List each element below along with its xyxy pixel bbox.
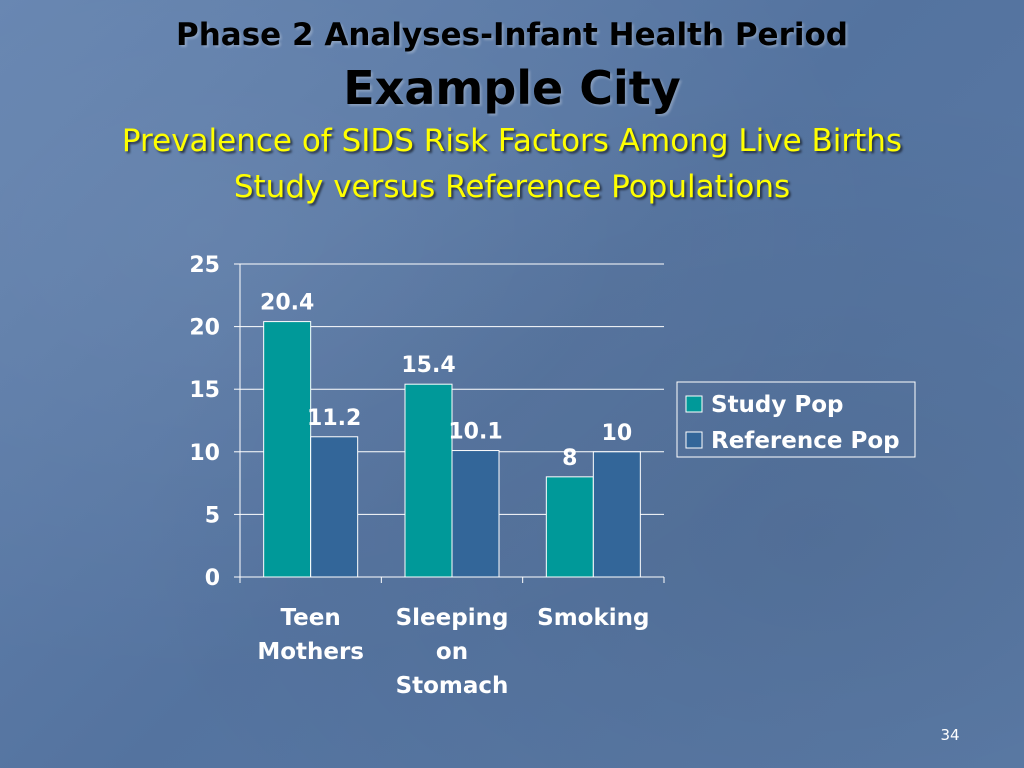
bar xyxy=(545,476,594,578)
x-tick-label: Teen xyxy=(281,605,341,631)
bar xyxy=(592,451,641,578)
bar xyxy=(310,436,359,578)
legend-label: Study Pop xyxy=(711,392,844,418)
data-label: 11.2 xyxy=(307,406,361,431)
data-label: 10.1 xyxy=(448,420,502,445)
y-tick-label: 20 xyxy=(189,316,220,341)
legend-box xyxy=(676,381,916,458)
bar xyxy=(263,321,312,578)
data-label: 15.4 xyxy=(401,353,455,378)
bar xyxy=(451,450,500,578)
legend-label: Reference Pop xyxy=(711,428,900,454)
slide-city-title: Example City xyxy=(343,61,681,115)
y-tick-label: 15 xyxy=(189,378,220,403)
x-tick-label: Sleeping xyxy=(396,605,509,631)
page-number: 34 xyxy=(940,726,960,744)
slide-title: Phase 2 Analyses-Infant Health Period xyxy=(176,17,848,53)
y-tick-label: 25 xyxy=(189,253,220,278)
data-label: 10 xyxy=(602,421,633,446)
x-tick-label: Smoking xyxy=(537,605,649,631)
chart-subtitle-line2: Study versus Reference Populations xyxy=(233,169,791,205)
chart-subtitle-line1: Prevalence of SIDS Risk Factors Among Li… xyxy=(121,123,903,159)
data-label: 20.4 xyxy=(260,291,314,316)
y-tick-label: 5 xyxy=(205,503,220,528)
legend-swatch xyxy=(685,431,703,449)
y-tick-label: 10 xyxy=(189,441,220,466)
x-tick-label: on xyxy=(436,639,468,665)
bar xyxy=(404,383,453,578)
data-label: 8 xyxy=(562,446,577,471)
slide-title-block: Phase 2 Analyses-Infant Health Period Ex… xyxy=(0,12,1024,210)
y-tick-label: 0 xyxy=(205,566,220,591)
legend-swatch xyxy=(685,395,703,413)
x-tick-label: Stomach xyxy=(396,673,509,699)
x-tick-label: Mothers xyxy=(257,639,364,665)
